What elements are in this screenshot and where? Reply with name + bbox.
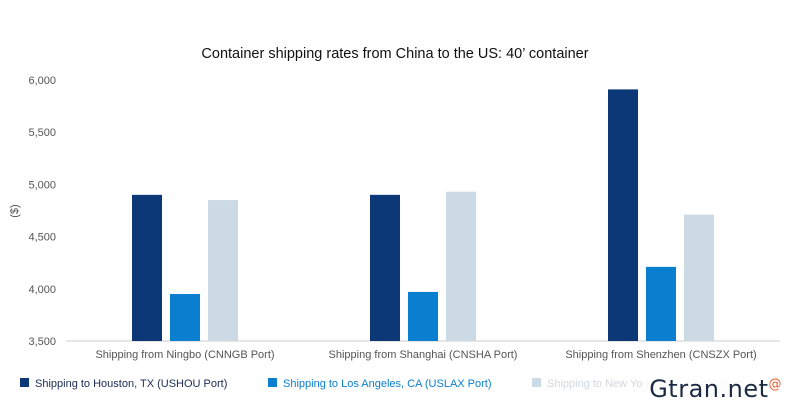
x-tick-label: Shipping from Shenzhen (CNSZX Port) xyxy=(565,349,756,361)
watermark-logo: Gtran.net@ xyxy=(643,368,786,406)
bar-2-2 xyxy=(408,291,438,341)
bars xyxy=(132,89,714,342)
x-axis-ticks: Shipping from Ningbo (CNNGB Port) Shippin… xyxy=(95,349,756,361)
legend-label: Shipping to Los Angeles, CA (USLAX Port) xyxy=(283,378,492,390)
legend-swatch xyxy=(268,378,277,387)
y-tick-label: 6,000 xyxy=(28,75,56,87)
y-tick-label: 3,500 xyxy=(28,336,56,348)
y-tick-label: 4,000 xyxy=(28,284,56,296)
y-tick-label: 5,500 xyxy=(28,127,56,139)
bar-1-2 xyxy=(370,194,400,341)
y-axis-label: ($) xyxy=(9,204,21,217)
bar-3-2 xyxy=(446,191,476,341)
legend-label: Shipping to Houston, TX (USHOU Port) xyxy=(35,378,227,390)
bar-3-1 xyxy=(208,200,238,341)
bar-2-1 xyxy=(170,294,200,341)
y-tick-label: 4,500 xyxy=(28,232,56,244)
bar-1-3 xyxy=(608,89,638,342)
watermark-text: Gtran.net xyxy=(649,375,769,403)
y-tick-label: 5,000 xyxy=(28,179,56,191)
chart-title: Container shipping rates from China to t… xyxy=(201,46,588,62)
legend-swatch xyxy=(532,378,541,387)
legend-swatch xyxy=(20,378,29,387)
bar-2-3 xyxy=(646,266,676,341)
y-axis-ticks: 3,500 4,000 4,500 5,000 5,500 6,000 xyxy=(28,75,56,348)
bar-1-1 xyxy=(132,194,162,341)
x-tick-label: Shipping from Ningbo (CNNGB Port) xyxy=(95,349,274,361)
x-tick-label: Shipping from Shanghai (CNSHA Port) xyxy=(329,349,518,361)
legend: Shipping to Houston, TX (USHOU Port) Ship… xyxy=(20,378,745,390)
bar-3-3 xyxy=(684,214,714,341)
watermark-mark: @ xyxy=(768,377,782,392)
